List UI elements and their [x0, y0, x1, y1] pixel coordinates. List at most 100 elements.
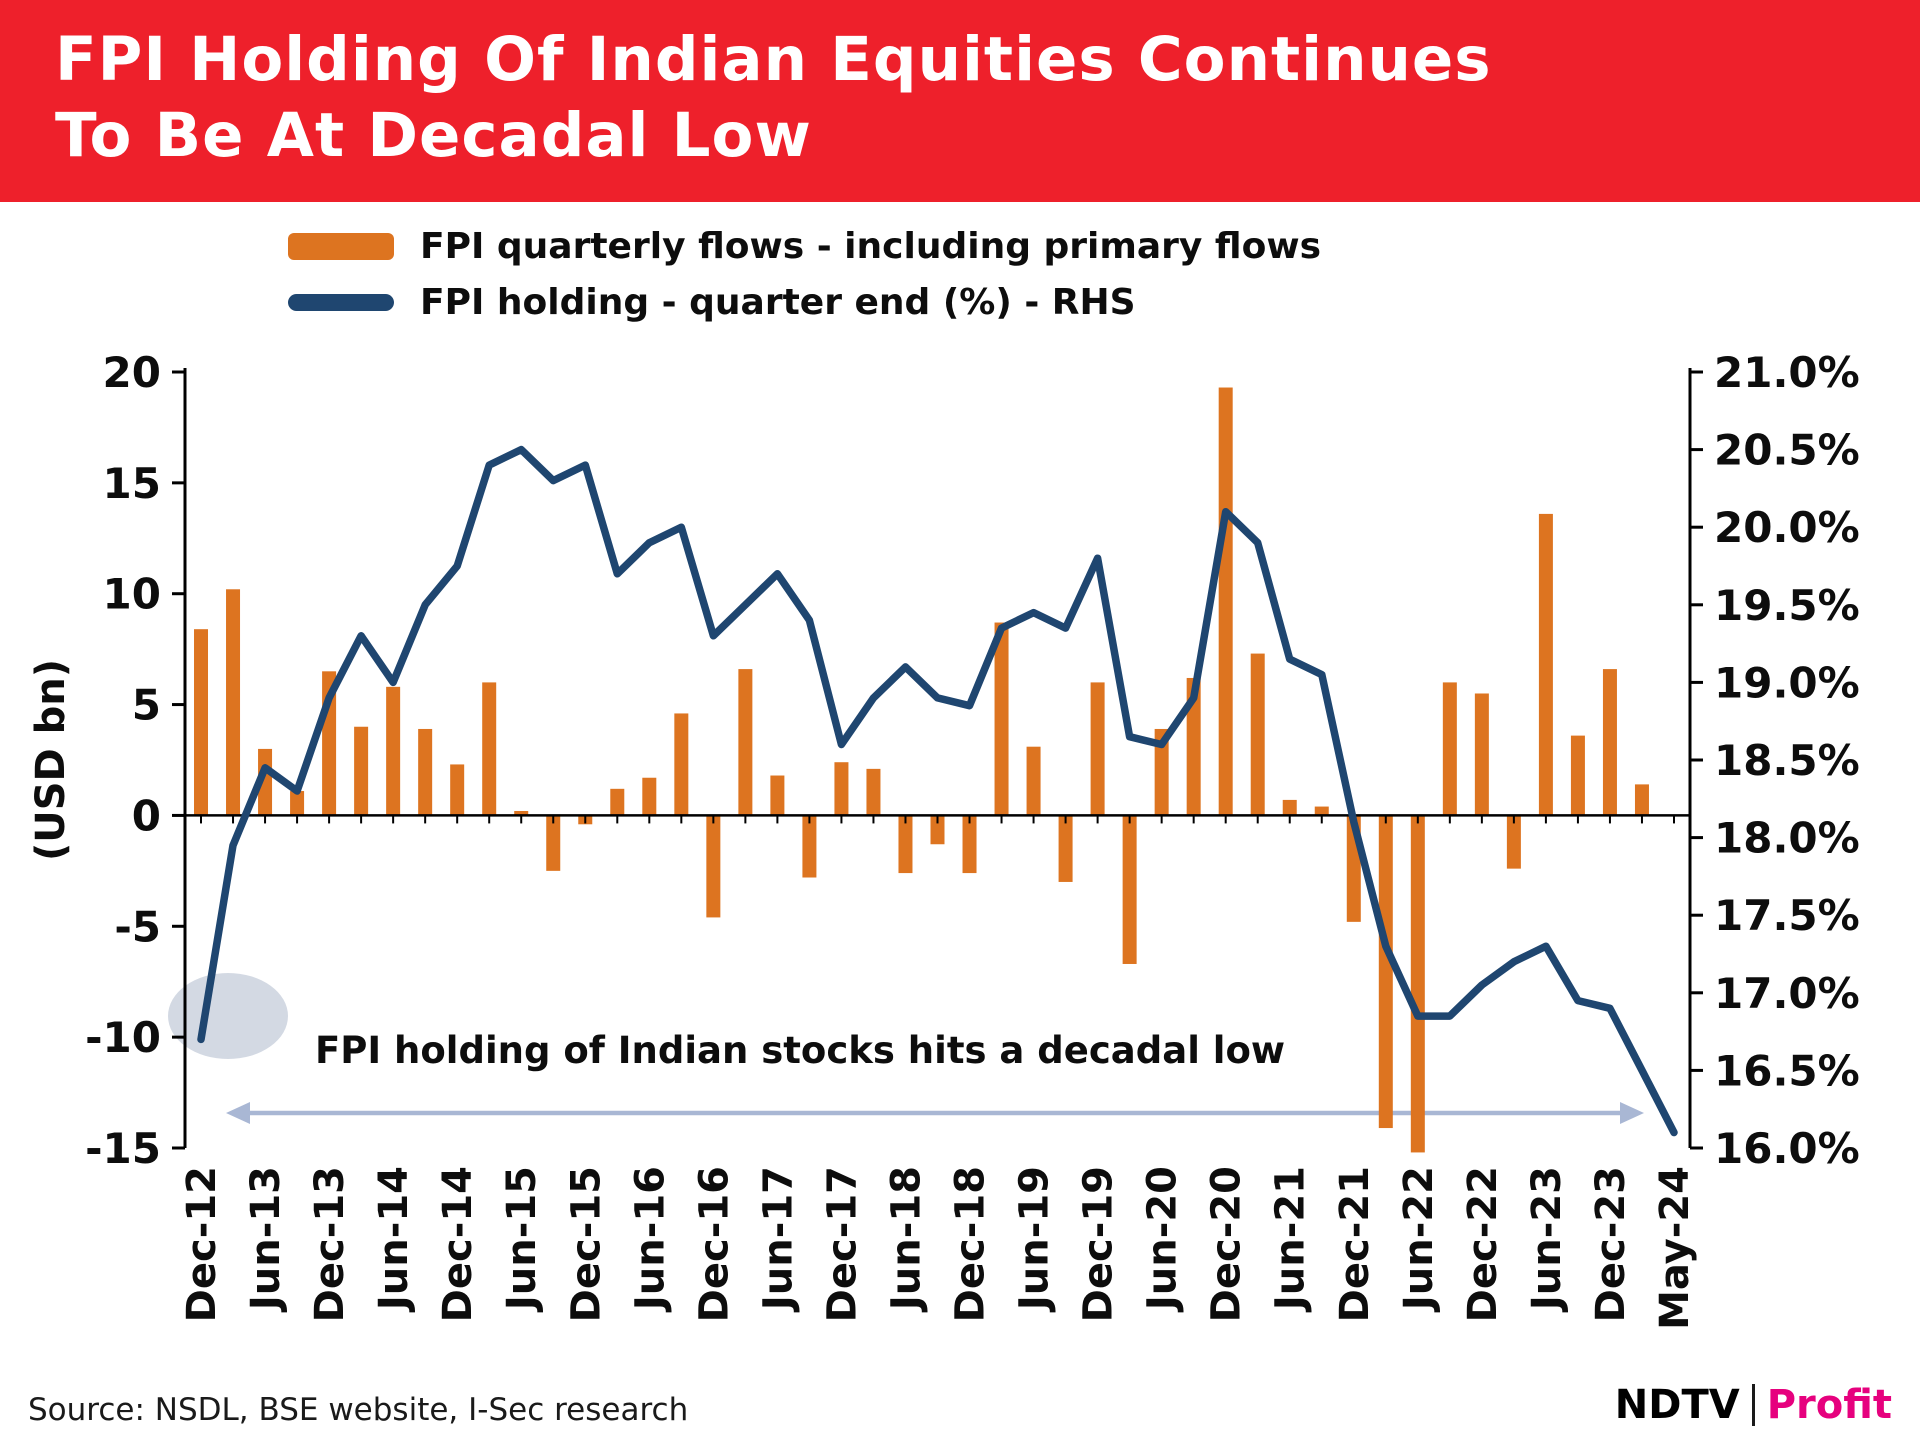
flow-bar	[354, 726, 369, 816]
x-axis-label: Dec-12	[179, 1166, 225, 1322]
page-title-line-2: To Be At Decadal Low	[55, 99, 812, 171]
logo-separator	[1751, 1384, 1755, 1426]
right-axis-tick-label: 16.5%	[1714, 1046, 1860, 1095]
flow-bar	[1378, 815, 1393, 1129]
flow-bar	[834, 762, 849, 816]
right-axis-tick-label: 19.0%	[1714, 658, 1860, 707]
x-axis-label: May-24	[1652, 1166, 1698, 1330]
flow-bar	[194, 629, 209, 816]
x-axis-label: Dec-23	[1588, 1166, 1634, 1322]
flow-bar	[642, 777, 657, 816]
header: FPI Holding Of Indian Equities Continues…	[0, 0, 1920, 202]
flow-bar	[994, 622, 1009, 816]
legend-item-holding: FPI holding - quarter end (%) - RHS	[288, 274, 1321, 330]
flow-bar	[610, 788, 625, 816]
left-axis-tick-label: -5	[114, 902, 161, 951]
right-axis-tick-label: 16.0%	[1714, 1124, 1860, 1173]
bar-swatch-icon	[288, 232, 394, 260]
x-axis-label: Jun-13	[243, 1166, 289, 1313]
page-title-line-1: FPI Holding Of Indian Equities Continues	[55, 24, 1492, 95]
flow-bar	[514, 810, 529, 816]
left-axis-tick-label: -10	[85, 1013, 161, 1062]
x-axis-label: Dec-17	[819, 1166, 865, 1322]
flow-bar	[1570, 735, 1585, 816]
flow-bar	[1410, 815, 1425, 1153]
x-axis-label: Jun-18	[884, 1166, 930, 1313]
x-axis-label: Jun-21	[1268, 1166, 1314, 1313]
x-axis-label: Jun-16	[627, 1166, 673, 1313]
flow-bar	[930, 815, 945, 845]
x-axis-label: Dec-18	[948, 1166, 994, 1322]
right-axis-tick-label: 20.5%	[1714, 426, 1860, 475]
ndtv-wordmark: NDTV	[1614, 1382, 1740, 1428]
right-axis-tick-label: 17.0%	[1714, 969, 1860, 1018]
source-note: Source: NSDL, BSE website, I-Sec researc…	[28, 1392, 689, 1428]
legend-label-holding: FPI holding - quarter end (%) - RHS	[420, 281, 1136, 323]
flow-bar	[738, 669, 753, 816]
flow-bar	[1602, 669, 1617, 816]
right-axis-tick-label: 21.0%	[1714, 348, 1860, 397]
flow-bar	[1538, 513, 1553, 816]
flow-bar	[258, 748, 273, 816]
flow-bar	[898, 815, 913, 874]
line-swatch-icon	[288, 293, 394, 311]
arrow-left-head-icon	[226, 1102, 250, 1124]
x-axis-label: Dec-16	[691, 1166, 737, 1322]
flow-bar	[1474, 693, 1489, 816]
flow-bar	[1026, 746, 1041, 816]
x-axis-label: Jun-19	[1012, 1166, 1058, 1313]
flow-bar	[290, 791, 305, 816]
ndtv-profit-logo: NDTV Profit	[1615, 1382, 1892, 1428]
x-axis-label: Dec-21	[1332, 1166, 1378, 1322]
flow-bar	[1250, 653, 1265, 816]
flow-bar	[1282, 799, 1297, 816]
x-axis-label: Dec-22	[1460, 1166, 1506, 1322]
flow-bar	[706, 815, 721, 918]
left-axis-tick-label: 5	[132, 681, 161, 730]
flow-bar	[546, 815, 561, 871]
flow-bar	[1122, 815, 1137, 964]
fpi-combo-chart: 20 15 10 5 0 -5 -10 -15 21.0% 20.5% 20.0% 19.5% 19.0…	[28, 348, 1860, 1330]
profit-wordmark: Profit	[1766, 1382, 1892, 1428]
flow-bar	[386, 686, 401, 816]
flow-bar	[450, 764, 465, 816]
x-axis-label: Jun-15	[499, 1166, 545, 1313]
decadal-low-annotation: FPI holding of Indian stocks hits a deca…	[315, 1029, 1285, 1072]
flow-bar	[1506, 815, 1521, 869]
right-axis-tick-label: 20.0%	[1714, 503, 1860, 552]
legend-label-flows: FPI quarterly flows - including primary …	[420, 225, 1322, 267]
arrow-right-head-icon	[1620, 1102, 1644, 1124]
holding-line	[197, 445, 1678, 1137]
x-axis-label: Jun-14	[371, 1166, 417, 1313]
x-axis-label: Dec-14	[435, 1166, 481, 1322]
flow-bar	[1634, 784, 1649, 816]
flow-bar	[482, 682, 497, 816]
flow-bar	[1090, 682, 1105, 816]
flow-bar	[418, 728, 433, 816]
left-axis-tick-label: -15	[85, 1124, 161, 1173]
x-axis-label: Dec-13	[307, 1166, 353, 1322]
flow-bar	[802, 815, 817, 878]
flow-bar	[1058, 815, 1073, 882]
flow-bar	[1186, 677, 1201, 816]
flow-bar	[674, 713, 689, 816]
x-axis-label: Dec-20	[1204, 1166, 1250, 1322]
flow-bar	[1218, 387, 1233, 816]
flow-bar	[866, 768, 881, 816]
right-axis-tick-label: 19.5%	[1714, 581, 1860, 630]
legend-item-flows: FPI quarterly flows - including primary …	[288, 218, 1321, 274]
flow-bar	[226, 589, 241, 816]
x-axis-label: Dec-15	[563, 1166, 609, 1322]
left-axis-tick-label: 0	[132, 791, 161, 840]
left-axis-tick-label: 20	[103, 348, 161, 397]
right-axis-tick-label: 17.5%	[1714, 891, 1860, 940]
chart-legend: FPI quarterly flows - including primary …	[288, 218, 1321, 330]
right-axis-tick-label: 18.0%	[1714, 814, 1860, 863]
right-axis-tick-label: 18.5%	[1714, 736, 1860, 785]
left-axis-tick-label: 15	[103, 459, 161, 508]
x-axis-label: Jun-22	[1396, 1166, 1442, 1313]
x-axis-label: Jun-23	[1524, 1166, 1570, 1313]
left-axis-title: (USD bn)	[28, 659, 74, 861]
flow-bar	[1154, 728, 1169, 816]
left-axis-tick-label: 10	[103, 570, 161, 619]
